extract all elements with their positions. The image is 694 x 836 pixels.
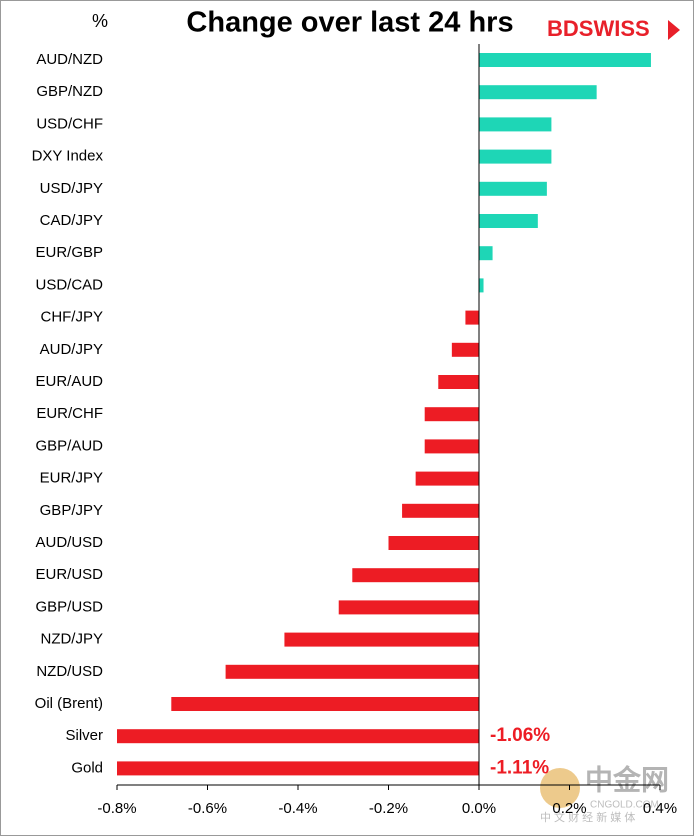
y-tick-label: EUR/AUD [35, 373, 103, 390]
logo-icon [668, 20, 680, 40]
bar [352, 568, 479, 583]
y-tick-label: NZD/JPY [40, 631, 103, 648]
x-tick-label: -0.2% [369, 800, 408, 817]
y-tick-label: AUD/JPY [40, 341, 103, 358]
y-tick-label: GBP/NZD [36, 83, 103, 100]
y-tick-label: AUD/NZD [36, 51, 103, 68]
bar [402, 503, 479, 518]
x-tick-label: -0.8% [97, 800, 136, 817]
bar [388, 536, 479, 550]
bar [479, 53, 651, 67]
bar [424, 407, 479, 422]
bar [117, 761, 479, 776]
bar [479, 246, 493, 261]
bar [438, 375, 479, 389]
watermark-url: CNGOLD.COM [590, 800, 659, 811]
y-tick-label: CHF/JPY [40, 309, 103, 326]
y-tick-label: CAD/JPY [40, 212, 103, 229]
y-tick-label: GBP/USD [35, 598, 103, 615]
y-tick-label: EUR/CHF [36, 405, 103, 422]
x-tick-label: -0.4% [278, 800, 317, 817]
data-label: -1.11% [490, 757, 549, 778]
x-tick-label: 0.4% [643, 800, 677, 817]
y-tick-label: GBP/JPY [40, 502, 103, 519]
y-tick-label: DXY Index [32, 148, 104, 165]
x-tick-label: -0.6% [188, 800, 227, 817]
y-tick-label: Silver [65, 727, 103, 744]
bar [479, 85, 597, 100]
bar [284, 632, 479, 647]
bar [479, 181, 547, 196]
logo: BDSWISS [547, 16, 650, 41]
bars [117, 53, 651, 776]
watermark-tagline: 中 文 财 经 新 媒 体 [540, 810, 635, 824]
chart-title: Change over last 24 hrs [186, 7, 513, 39]
y-tick-label: EUR/GBP [35, 244, 103, 261]
data-label: -1.06% [490, 725, 550, 746]
bar [451, 342, 479, 357]
y-tick-label: USD/CAD [35, 276, 103, 293]
unit-label: % [92, 11, 108, 31]
x-tick-label: 0.2% [552, 800, 586, 817]
watermark-text: 中金网 [585, 763, 669, 795]
y-tick-label: GBP/AUD [35, 437, 103, 454]
y-tick-label: AUD/USD [35, 534, 103, 551]
y-tick-label: NZD/USD [36, 663, 103, 680]
bar [424, 439, 479, 454]
y-tick-label: EUR/JPY [40, 470, 103, 487]
y-tick-label: Gold [71, 759, 103, 776]
bar [479, 117, 552, 132]
y-tick-label: USD/JPY [40, 180, 103, 197]
watermark-icon [540, 768, 580, 808]
y-tick-label: USD/CHF [36, 115, 103, 132]
bar [338, 600, 479, 615]
x-tick-label: 0.0% [462, 800, 496, 817]
bar [479, 149, 552, 164]
y-tick-label: Oil (Brent) [35, 695, 103, 712]
bar [465, 310, 479, 325]
bar [171, 697, 480, 711]
watermark: 中金网 CNGOLD.COM 中 文 财 经 新 媒 体 [540, 763, 669, 824]
bar [479, 278, 484, 293]
bar [225, 664, 479, 679]
bar [415, 471, 479, 486]
bar [479, 214, 538, 228]
y-tick-label: EUR/USD [35, 566, 103, 583]
bar [117, 729, 479, 744]
